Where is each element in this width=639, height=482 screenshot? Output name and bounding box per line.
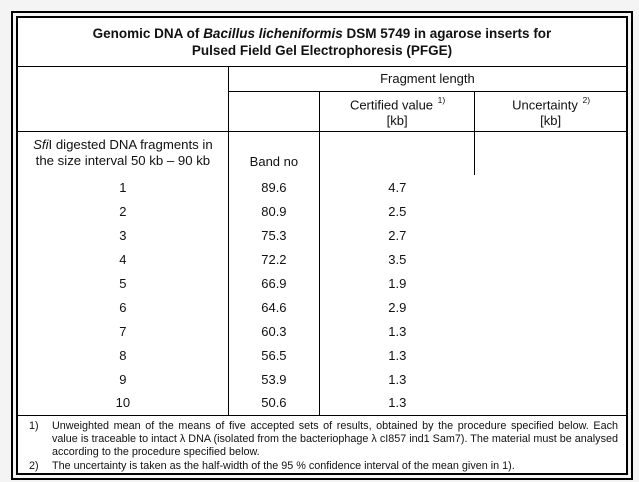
certified-values-table: Genomic DNA of Bacillus licheniformis DS… <box>16 16 628 476</box>
band-row: 5 66.9 1.9 <box>17 271 627 295</box>
uncertainty-header: Uncertainty 2) [kb] <box>474 91 627 132</box>
sample-description-line1: I digested DNA fragments in <box>48 136 213 152</box>
band-no-header-empty-cell <box>228 91 320 132</box>
certified-value-cell: 64.6 <box>228 295 320 319</box>
uncertainty-unit: [kb] <box>540 113 562 129</box>
certified-value-label: Certified value <box>349 97 434 113</box>
band-number-cell: 3 <box>17 223 229 247</box>
uncertainty-cell: 1.3 <box>388 371 407 387</box>
sample-description-line2: the size interval 50 kb – 90 kb <box>35 152 211 168</box>
band-row: 10 50.6 1.3 <box>17 391 627 415</box>
uncertainty-cell: 1.9 <box>388 275 407 291</box>
title-line2: Pulsed Field Gel Electrophoresis (PFGE) <box>191 42 453 58</box>
band-no-row: SfiI digested DNA fragments in the size … <box>17 131 627 175</box>
certified-value-cell: 75.3 <box>228 223 320 247</box>
certified-value-cell: 56.5 <box>228 343 320 367</box>
footnote-2: 2) The uncertainty is taken as the half-w… <box>18 460 618 473</box>
band-number-cell: 4 <box>17 247 229 271</box>
band-number-cell: 5 <box>17 271 229 295</box>
footnote-1-marker: 1) <box>29 419 39 432</box>
uncertainty-cell: 3.5 <box>388 251 407 267</box>
title-suffix: DSM 5749 in agarose inserts for <box>342 25 552 41</box>
certified-value-cell: 50.6 <box>228 391 320 415</box>
certified-value-cell: 80.9 <box>228 199 320 223</box>
band-number-cell: 9 <box>17 367 229 391</box>
header-left-empty-cell <box>17 66 229 132</box>
uncertainty-cell: 4.7 <box>388 179 407 195</box>
band-row: 2 80.9 2.5 <box>17 199 627 223</box>
band-row: 7 60.3 1.3 <box>17 319 627 343</box>
sample-description: SfiI digested DNA fragments in the size … <box>17 131 229 175</box>
certified-value-cell: 60.3 <box>228 319 320 343</box>
title-species-italic: Bacillus licheniformis <box>203 25 343 41</box>
certified-value-unit: [kb] <box>386 113 408 129</box>
certified-value-cell: 89.6 <box>228 175 320 199</box>
band-number-cell: 6 <box>17 295 229 319</box>
footnote-1: 1) Unweighted mean of the means of five a… <box>18 420 618 460</box>
footnote-2-marker: 2) <box>29 459 39 472</box>
band-row: 9 53.9 1.3 <box>17 367 627 391</box>
data-rows-container: 1 89.6 4.7 2 80.9 2.5 3 75.3 2.7 4 72.2 3.5 5 66.9 1.9… <box>17 175 627 415</box>
certified-value-cell: 72.2 <box>228 247 320 271</box>
document-title: Genomic DNA of Bacillus licheniformis DS… <box>17 17 627 67</box>
uncertainty-cell: 2.5 <box>388 203 407 219</box>
footnote-ref-2: 2) <box>582 94 591 105</box>
fragment-length-header: Fragment length <box>228 66 627 92</box>
band-number-cell: 1 <box>17 175 229 199</box>
uncertainty-cell: 1.3 <box>388 323 407 339</box>
title-prefix: Genomic DNA of <box>92 25 204 41</box>
footnotes-section: 1) Unweighted mean of the means of five a… <box>17 414 627 475</box>
certified-value-header: Certified value 1) [kb] <box>319 91 476 132</box>
empty-cell <box>319 131 476 175</box>
band-row: 6 64.6 2.9 <box>17 295 627 319</box>
footnote-ref-1: 1) <box>437 94 446 105</box>
fragment-length-header-row: Fragment length <box>17 66 627 132</box>
empty-cell <box>475 131 627 175</box>
uncertainty-label: Uncertainty <box>512 97 578 113</box>
title-row: Genomic DNA of Bacillus licheniformis DS… <box>17 17 627 67</box>
band-number-cell: 7 <box>17 319 229 343</box>
footnote-1-text: Unweighted mean of the means of five acc… <box>52 419 618 459</box>
certified-value-cell: 66.9 <box>228 271 320 295</box>
band-row: 1 89.6 4.7 <box>17 175 627 199</box>
uncertainty-cell: 1.3 <box>388 395 407 411</box>
band-row: 3 75.3 2.7 <box>17 223 627 247</box>
column-headers-row: Certified value 1) [kb] Uncertainty 2) [… <box>17 91 627 132</box>
uncertainty-cell: 2.9 <box>388 299 407 315</box>
document-frame: Genomic DNA of Bacillus licheniformis DS… <box>11 11 633 480</box>
band-number-cell: 8 <box>17 343 229 367</box>
footnotes-row: 1) Unweighted mean of the means of five a… <box>17 414 627 475</box>
certified-value-cell: 53.9 <box>228 367 320 391</box>
uncertainty-cell: 2.7 <box>388 227 407 243</box>
band-number-cell: 10 <box>17 391 229 415</box>
band-row: 4 72.2 3.5 <box>17 247 627 271</box>
band-no-column-label: Band no <box>228 131 320 175</box>
footnote-2-text: The uncertainty is taken as the half-wid… <box>52 459 515 472</box>
enzyme-name-italic: Sfi <box>33 136 49 152</box>
uncertainty-cell: 1.3 <box>388 347 407 363</box>
band-number-cell: 2 <box>17 199 229 223</box>
band-row: 8 56.5 1.3 <box>17 343 627 367</box>
